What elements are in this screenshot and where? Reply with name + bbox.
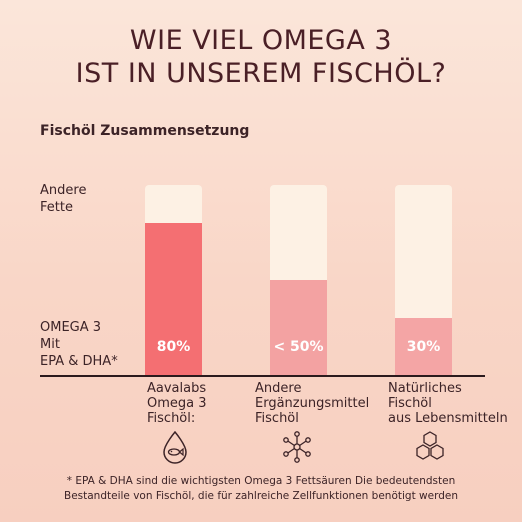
chart-title: Fischöl Zusammensetzung	[40, 123, 250, 139]
bar-omega3-andere	[270, 280, 327, 375]
molecule-icon	[283, 431, 311, 463]
headline-line-2: IST IN UNSEREM FISCHÖL?	[75, 58, 447, 89]
bars-group: 80% < 50% 30%	[145, 185, 452, 375]
legend-omega3: OMEGA 3 Mit EPA & DHA*	[40, 320, 118, 369]
data-label-natuerlich: 30%	[407, 339, 441, 355]
category-label-andere: Andere Ergänzungsmittel Fischöl	[255, 381, 370, 426]
data-label-aavalabs: 80%	[157, 339, 191, 355]
drop-with-fish-icon	[163, 430, 187, 464]
footnote-line-1: * EPA & DHA sind die wichtigsten Omega 3…	[66, 475, 456, 487]
data-label-andere: < 50%	[273, 339, 323, 355]
hexagon-cluster-icon	[416, 431, 444, 460]
bar-omega3-aavalabs	[145, 223, 202, 375]
category-label-aavalabs: Aavalabs Omega 3 Fischöl:	[147, 381, 207, 426]
footnote: * EPA & DHA sind die wichtigsten Omega 3…	[20, 474, 502, 504]
headline-line-1: WIE VIEL OMEGA 3	[129, 25, 393, 56]
legend-other-fats: Andere Fette	[40, 183, 87, 215]
category-label-natuerlich: Natürliches Fischöl aus Lebensmitteln	[388, 381, 508, 426]
headline: WIE VIEL OMEGA 3 IST IN UNSEREM FISCHÖL?	[0, 24, 522, 90]
footnote-line-2: Bestandteile von Fischöl, die für zahlre…	[63, 490, 458, 502]
bar-omega3-natuerlich	[395, 318, 452, 375]
